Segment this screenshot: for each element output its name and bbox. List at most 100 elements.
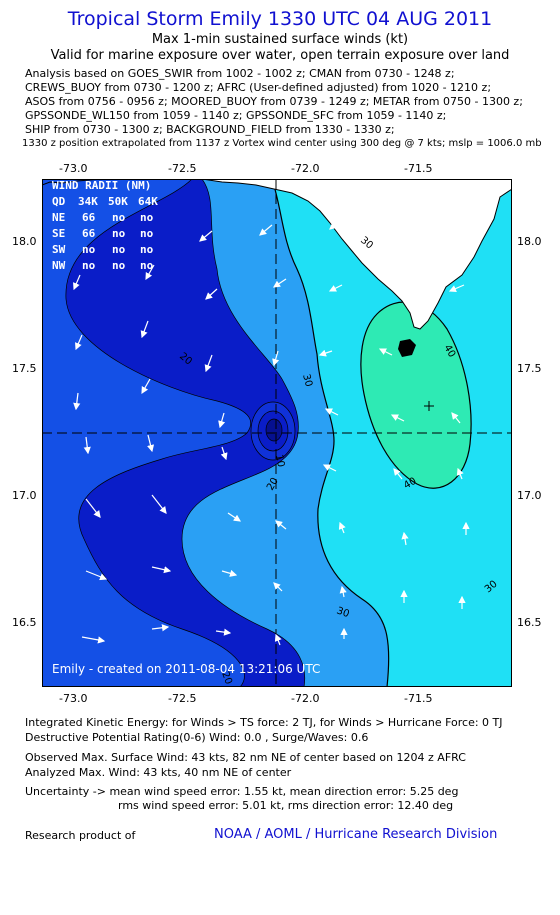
wind-vector [85,570,108,581]
lat-tick-label: 16.5 [517,616,542,629]
lat-tick-label: 17.0 [12,489,37,502]
lat-tick-label: 17.5 [517,362,542,375]
wind-vector [324,408,339,416]
wind-vector [451,412,461,424]
wind-vector [73,274,81,291]
wind-vector [328,284,343,292]
wind-vector [220,446,228,461]
wind-vector [448,284,465,292]
wind-vector [338,521,346,534]
wind-vector [145,264,155,281]
radii-header: 34K [78,195,98,208]
wind-vector [151,624,170,632]
research-label: Research product of [25,829,136,842]
wind-vector [401,531,409,546]
contour-label: 30 [335,605,351,620]
wind-vector-field [73,218,471,646]
wind-vector [215,628,232,636]
wind-vector [204,354,213,373]
source-line: CREWS_BUOY from 0730 - 1200 z; AFRC (Use… [25,81,492,94]
wind-vector [454,224,471,232]
max-wind-marker [424,401,434,411]
org-name: NOAA / AOML / Hurricane Research Divisio… [214,827,498,842]
analyzed-max-line: Analyzed Max. Wind: 43 kts, 40 nm NE of … [25,766,292,779]
lat-tick-label: 16.5 [12,616,37,629]
map-frame [42,179,512,687]
wind-vector [221,569,238,577]
lon-tick-label: -73.0 [59,692,88,705]
wind-vector [73,392,81,411]
map-title: Tropical Storm Emily 1330 UTC 04 AUG 201… [67,8,493,30]
wind-vector [151,494,167,514]
lat-tick-label: 18.0 [517,235,542,248]
radii-cell: no [140,211,154,224]
wind-vector [390,414,405,422]
source-line: Analysis based on GOES_SWIR from 1002 - … [25,67,455,80]
radii-cell: no [140,259,154,272]
radii-cell: SE [52,227,65,240]
radii-cell: 66 [82,227,96,240]
wind-vector [275,520,287,530]
radii-cell: no [82,259,96,272]
radii-cell: SW [52,243,66,256]
radii-cell: no [140,243,154,256]
wind-vector [218,412,226,429]
wind-vector [274,633,282,646]
wind-vector [329,218,343,230]
wind-band-10-20 [42,179,252,687]
wind-vector [273,278,287,288]
radii-cell: NW [52,259,66,272]
wind-vector [83,436,91,455]
contour-label: 20 [219,670,234,686]
map-subtitle: Max 1-min sustained surface winds (kt) [151,32,409,47]
contour-label: 30 [300,373,314,388]
wind-vector [147,434,155,453]
wind-radii-table: WIND RADII (NM) QD 34K 50K 64K NE 66 no … [52,179,158,272]
vortex-ring-inner [265,418,283,442]
wind-vector [272,350,280,367]
radii-cell: no [140,227,154,240]
radii-header: 64K [138,195,158,208]
hispaniola-landmass [201,179,512,330]
lon-tick-label: -72.5 [168,162,197,175]
lon-tick-label: -73.0 [59,162,88,175]
source-line: ASOS from 0756 - 0956 z; MOORED_BUOY fro… [25,95,523,108]
wind-radii-title: WIND RADII (NM) [52,179,151,192]
wind-field-map: 30 40 20 30 10 20 40 30 30 20 WIND RADII… [42,179,512,687]
source-line: GPSSONDE_WL150 from 1059 - 1140 z; GPSSO… [25,109,447,122]
created-stamp: Emily - created on 2011-08-04 13:21:06 U… [52,662,320,676]
wind-vector [141,378,151,395]
ike-line: Integrated Kinetic Energy: for Winds > T… [25,716,503,729]
radii-cell: no [112,227,126,240]
wind-vector [322,464,337,472]
radii-cell: no [112,211,126,224]
uncertainty-rms-line: rms wind speed error: 5.01 kt, rms direc… [118,799,454,812]
wind-vector [339,585,347,598]
coastline-northwest [42,179,103,186]
lat-tick-label: 17.0 [517,489,542,502]
radii-cell: no [82,243,96,256]
wind-vector [75,334,83,351]
dpr-line: Destructive Potential Rating(0-6) Wind: … [25,731,369,744]
lon-tick-label: -72.0 [291,162,320,175]
lon-tick-label: -71.5 [404,162,433,175]
wind-vector [273,582,283,592]
wind-vector [85,498,101,518]
wind-vector [140,320,149,339]
wind-vector [227,512,241,522]
wind-vector [393,468,403,480]
wind-band-40-plus [360,301,472,489]
radii-cell: no [112,259,126,272]
lat-tick-label: 18.0 [12,235,37,248]
validity-note: Valid for marine exposure over water, op… [50,48,510,63]
position-note: 1330 z position extrapolated from 1137 z… [22,138,542,149]
radii-header: QD [52,195,66,208]
wind-vector [378,348,393,356]
wind-vector [318,349,333,357]
contour-label: 10 [273,454,286,468]
wind-vector [81,636,106,644]
lon-tick-label: -71.5 [404,692,433,705]
uncertainty-line: Uncertainty -> mean wind speed error: 1.… [25,785,459,798]
wind-vector [205,288,218,300]
wind-vector [259,224,273,236]
